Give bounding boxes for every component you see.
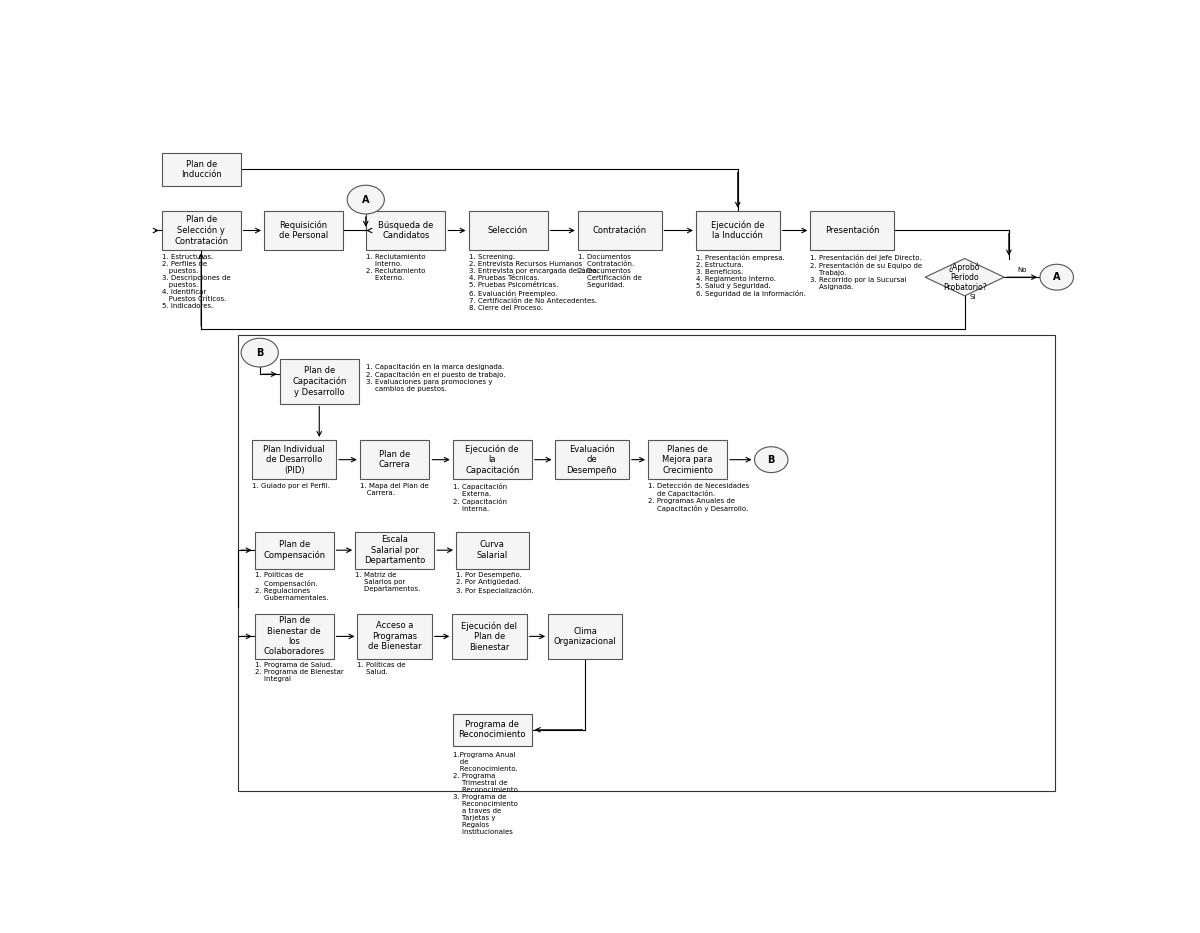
FancyBboxPatch shape [452, 714, 532, 746]
FancyBboxPatch shape [452, 614, 527, 659]
Text: Búsqueda de
Candidatos: Búsqueda de Candidatos [378, 221, 433, 240]
Text: 1. Programa de Salud.
2. Programa de Bienestar
    Integral: 1. Programa de Salud. 2. Programa de Bie… [254, 662, 343, 682]
Text: Plan de
Inducción: Plan de Inducción [181, 160, 222, 179]
FancyBboxPatch shape [280, 359, 359, 404]
Text: 1. Capacitación
    Externa.
2. Capacitación
    Interna.: 1. Capacitación Externa. 2. Capacitación… [452, 483, 506, 512]
Text: 1. Presentación empresa.
2. Estructura.
3. Beneficios.
4. Reglamento Interno.
5.: 1. Presentación empresa. 2. Estructura. … [696, 254, 805, 297]
Text: Clima
Organizacional: Clima Organizacional [554, 627, 617, 646]
Text: B: B [768, 454, 775, 465]
Text: Selección: Selección [488, 226, 528, 235]
Text: Programa de
Reconocimiento: Programa de Reconocimiento [458, 720, 526, 740]
FancyBboxPatch shape [468, 211, 547, 250]
Text: A: A [362, 195, 370, 204]
Text: 1. Por Desempeño.
2. Por Antigüedad.
3. Por Especialización.: 1. Por Desempeño. 2. Por Antigüedad. 3. … [456, 573, 534, 593]
FancyBboxPatch shape [254, 614, 334, 659]
FancyBboxPatch shape [355, 532, 434, 569]
Text: 1. Políticas de
    Salud.: 1. Políticas de Salud. [358, 662, 406, 675]
Text: Plan de
Selección y
Contratación: Plan de Selección y Contratación [174, 216, 228, 245]
Text: Planes de
Mejora para
Crecimiento: Planes de Mejora para Crecimiento [662, 445, 713, 475]
Text: 1. Políticas de
    Compensación.
2. Regulaciones
    Gubernamentales.: 1. Políticas de Compensación. 2. Regulac… [254, 573, 329, 601]
Text: 1. Detección de Necesidades
    de Capacitación.
2. Programas Anuales de
    Cap: 1. Detección de Necesidades de Capacitac… [648, 483, 749, 512]
FancyBboxPatch shape [452, 440, 532, 480]
Text: 1. Reclutamiento
    Interno.
2. Reclutamiento
    Externo.: 1. Reclutamiento Interno. 2. Reclutamien… [366, 254, 426, 281]
FancyBboxPatch shape [554, 440, 629, 480]
Text: 1. Screening.
2. Entrevista Recursos Humanos
3. Entrevista por encargada del áre: 1. Screening. 2. Entrevista Recursos Hum… [468, 254, 599, 311]
Text: Ejecución de
la Inducción: Ejecución de la Inducción [710, 220, 764, 241]
Text: Plan de
Bienestar de
los
Colaboradores: Plan de Bienestar de los Colaboradores [264, 617, 325, 657]
FancyBboxPatch shape [252, 440, 336, 480]
Polygon shape [925, 258, 1004, 296]
Text: Requisición
de Personal: Requisición de Personal [278, 220, 328, 241]
Text: Presentación: Presentación [824, 226, 880, 235]
Text: Plan de
Carrera: Plan de Carrera [379, 450, 410, 469]
Text: Evaluación
de
Desempeño: Evaluación de Desempeño [566, 445, 617, 475]
Text: 1. Documentos
    Contratación.
2. Documentos
    Certificación de
    Seguridad: 1. Documentos Contratación. 2. Documento… [578, 254, 642, 288]
Text: No: No [1018, 267, 1027, 273]
Text: ¿Aprobó
Período
Probatorio?: ¿Aprobó Período Probatorio? [943, 262, 986, 292]
FancyBboxPatch shape [162, 153, 241, 186]
Text: Contratación: Contratación [593, 226, 647, 235]
FancyBboxPatch shape [254, 532, 334, 569]
Circle shape [1040, 264, 1074, 290]
Circle shape [755, 447, 788, 473]
Text: Si: Si [970, 295, 976, 300]
Text: Acceso a
Programas
de Bienestar: Acceso a Programas de Bienestar [367, 621, 421, 651]
FancyBboxPatch shape [366, 211, 445, 250]
Text: Escala
Salarial por
Departamento: Escala Salarial por Departamento [364, 536, 425, 565]
Text: Curva
Salarial: Curva Salarial [476, 540, 508, 560]
Text: 1. Matriz de
    Salarios por
    Departamentos.: 1. Matriz de Salarios por Departamentos. [355, 573, 420, 592]
FancyBboxPatch shape [456, 532, 528, 569]
Text: 1. Guiado por el Perfil.: 1. Guiado por el Perfil. [252, 483, 330, 489]
Circle shape [347, 186, 384, 214]
FancyBboxPatch shape [810, 211, 894, 250]
FancyBboxPatch shape [578, 211, 661, 250]
Text: 1. Estructuras.
2. Perfiles de
   puestos.
3. Descripciones de
   puestos.
4. Id: 1. Estructuras. 2. Perfiles de puestos. … [162, 254, 230, 309]
Text: Plan Individual
de Desarrollo
(PID): Plan Individual de Desarrollo (PID) [263, 445, 325, 475]
Circle shape [241, 339, 278, 367]
FancyBboxPatch shape [648, 440, 727, 480]
FancyBboxPatch shape [358, 614, 432, 659]
Text: A: A [1054, 272, 1061, 282]
Text: Ejecución de
la
Capacitación: Ejecución de la Capacitación [466, 444, 520, 475]
Text: Plan de
Capacitación
y Desarrollo: Plan de Capacitación y Desarrollo [292, 366, 347, 397]
Text: 1. Mapa del Plan de
   Carrera.: 1. Mapa del Plan de Carrera. [360, 483, 428, 496]
Text: B: B [256, 348, 264, 357]
Text: 1.Programa Anual
   de
   Reconocimiento.
2. Programa
    Trimestral de
    Reco: 1.Programa Anual de Reconocimiento. 2. P… [452, 752, 520, 835]
FancyBboxPatch shape [162, 211, 241, 250]
Text: 1. Presentación del Jefe Directo.
2. Presentación de su Equipo de
    Trabajo.
3: 1. Presentación del Jefe Directo. 2. Pre… [810, 254, 923, 290]
FancyBboxPatch shape [696, 211, 780, 250]
FancyBboxPatch shape [264, 211, 343, 250]
Text: 1. Capacitación en la marca designada.
2. Capacitación en el puesto de trabajo.
: 1. Capacitación en la marca designada. 2… [366, 363, 505, 392]
Text: Ejecución del
Plan de
Bienestar: Ejecución del Plan de Bienestar [462, 621, 517, 651]
FancyBboxPatch shape [360, 440, 430, 480]
Text: Plan de
Compensación: Plan de Compensación [263, 540, 325, 560]
FancyBboxPatch shape [548, 614, 623, 659]
